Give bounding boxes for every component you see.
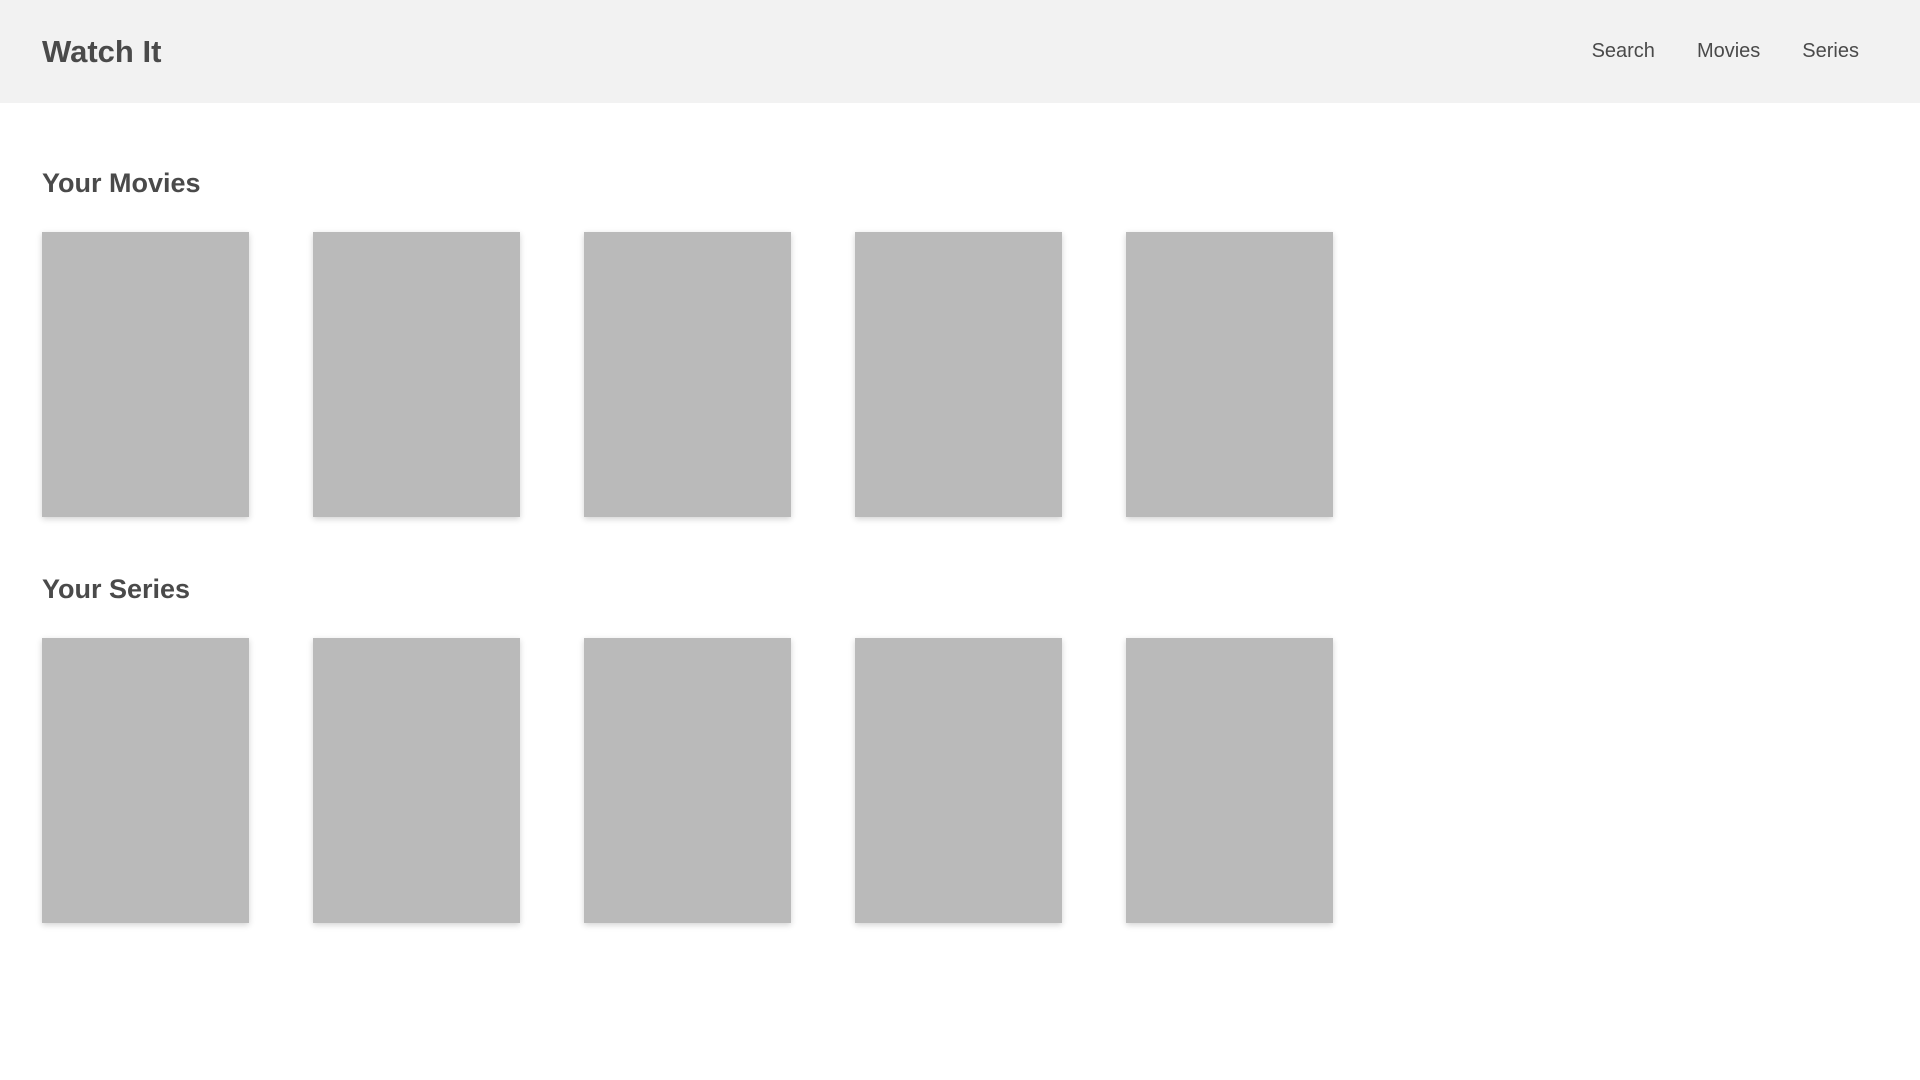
series-poster-row (42, 638, 1333, 923)
nav-movies-link[interactable]: Movies (1696, 40, 1761, 62)
movies-poster-row (42, 232, 1333, 517)
series-poster[interactable] (1126, 638, 1333, 923)
movie-poster[interactable] (1126, 232, 1333, 517)
series-section-title: Your Series (42, 574, 191, 604)
series-poster[interactable] (42, 638, 249, 923)
nav-series-link[interactable]: Series (1802, 40, 1859, 62)
movie-poster[interactable] (42, 232, 249, 517)
movies-section-title: Your Movies (42, 168, 201, 198)
movie-poster[interactable] (584, 232, 791, 517)
series-poster[interactable] (584, 638, 791, 923)
movies-section: Your Movies (42, 166, 1333, 517)
main-nav: Search Movies Series (1571, 0, 1880, 103)
top-navbar: Watch It Search Movies Series (0, 0, 1920, 103)
movie-poster[interactable] (855, 232, 1062, 517)
series-poster[interactable] (855, 638, 1062, 923)
series-section: Your Series (42, 572, 1333, 923)
brand-logo[interactable]: Watch It (42, 34, 162, 69)
nav-search-link[interactable]: Search (1591, 40, 1655, 62)
series-poster[interactable] (313, 638, 520, 923)
main-content: Your Movies Your Series (42, 103, 1333, 923)
movie-poster[interactable] (313, 232, 520, 517)
